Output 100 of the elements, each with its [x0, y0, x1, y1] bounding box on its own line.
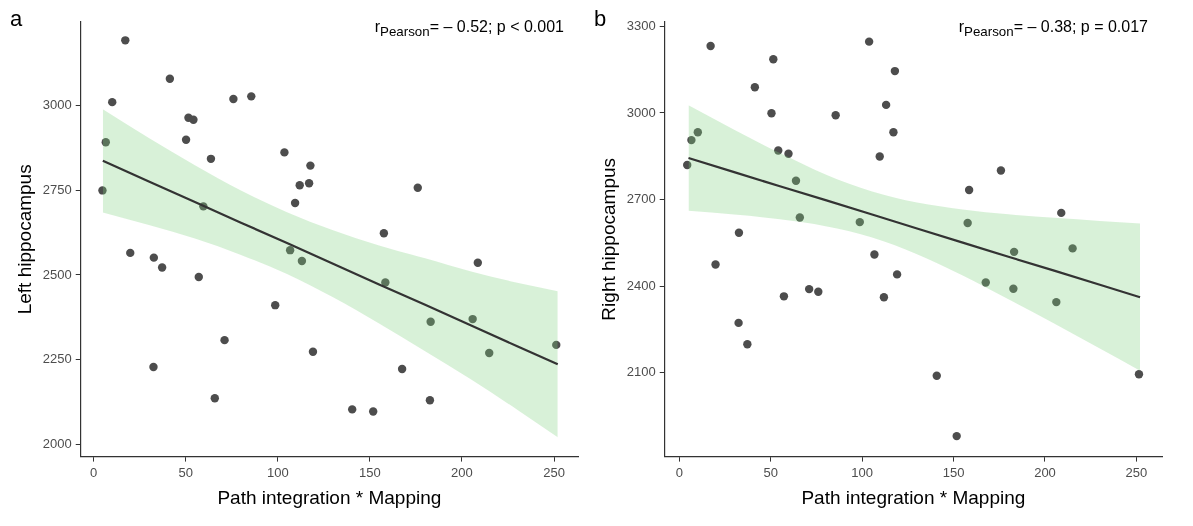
x-axis-title: Path integration * Mapping	[801, 486, 1026, 508]
chart-title: a	[10, 6, 23, 32]
point	[996, 166, 1006, 175]
point	[814, 287, 823, 296]
point	[774, 146, 783, 155]
point	[804, 284, 814, 294]
point	[304, 179, 314, 188]
point	[348, 405, 357, 414]
point	[552, 340, 561, 350]
x-tick-label: 100	[851, 464, 874, 480]
point	[881, 100, 891, 110]
point	[693, 128, 703, 137]
y-axis-title: Right hippocampus	[597, 157, 619, 321]
point	[271, 300, 280, 310]
y-tick-label: 2400	[626, 277, 656, 293]
point	[864, 37, 874, 46]
point	[379, 228, 389, 238]
y-tick-label: 2250	[42, 351, 72, 367]
point	[285, 245, 295, 255]
point	[98, 186, 107, 195]
point	[426, 317, 435, 327]
point	[149, 253, 159, 262]
point	[413, 183, 422, 192]
chart-title: b	[594, 6, 607, 32]
point	[206, 154, 216, 164]
point	[165, 74, 175, 83]
point	[229, 94, 238, 104]
point	[181, 135, 191, 145]
x-tick-label: 200	[1034, 464, 1056, 480]
x-tick-label: 50	[178, 464, 193, 480]
point	[855, 217, 864, 227]
point	[711, 260, 720, 269]
y-tick-label: 2100	[626, 364, 656, 380]
point	[889, 128, 898, 137]
point	[280, 148, 289, 157]
x-tick-label: 250	[1125, 464, 1148, 480]
point	[743, 340, 752, 349]
y-tick-label: 3000	[626, 104, 656, 120]
point	[368, 407, 378, 416]
point	[734, 318, 743, 328]
point	[149, 362, 158, 372]
x-tick-label: 200	[451, 464, 473, 480]
point	[1068, 244, 1077, 253]
point	[687, 135, 696, 145]
point	[194, 272, 203, 282]
point	[963, 218, 972, 228]
point	[306, 161, 315, 170]
x-tick-label: 250	[543, 464, 565, 480]
x-axis-title: Path integration * Mapping	[217, 486, 442, 508]
y-tick-label: 2000	[42, 436, 72, 452]
point	[247, 92, 256, 101]
annotation: r$_{Pearson}$= – 0.38; p = 0.017	[958, 18, 1148, 40]
point	[126, 248, 135, 258]
point	[381, 278, 390, 287]
point	[932, 371, 941, 380]
point	[297, 256, 307, 266]
point	[791, 176, 801, 186]
x-tick-label: 0	[90, 464, 98, 480]
point	[473, 258, 483, 267]
point	[290, 198, 300, 208]
point	[157, 263, 167, 272]
y-tick-label: 3000	[42, 96, 72, 112]
point	[964, 185, 974, 195]
point	[1057, 208, 1066, 218]
point	[831, 111, 840, 120]
point	[189, 115, 198, 124]
point	[767, 109, 776, 118]
x-tick-label: 50	[763, 464, 778, 480]
point	[683, 160, 692, 170]
point	[1009, 247, 1019, 257]
point	[295, 181, 304, 190]
y-tick-label: 2750	[42, 181, 72, 197]
point	[870, 250, 879, 259]
point	[1052, 297, 1061, 307]
x-tick-label: 0	[675, 464, 683, 480]
y-tick-label: 2700	[626, 191, 656, 207]
x-tick-label: 150	[359, 464, 381, 480]
point	[108, 97, 117, 107]
point	[879, 293, 889, 302]
point	[220, 335, 229, 345]
point	[1009, 284, 1018, 294]
point	[485, 348, 494, 358]
point	[875, 152, 884, 161]
y-tick-label: 3300	[626, 17, 656, 33]
point	[425, 396, 435, 405]
point	[750, 83, 760, 92]
point	[779, 292, 789, 301]
point	[397, 364, 407, 374]
point	[101, 137, 110, 147]
point	[706, 41, 715, 51]
annotation: r$_{Pearson}$= – 0.52; p < 0.001	[374, 18, 564, 40]
point	[952, 431, 961, 441]
point	[121, 36, 130, 45]
x-tick-label: 100	[266, 464, 289, 480]
point	[734, 228, 744, 237]
y-axis-title: Left hippocampus	[13, 164, 35, 315]
point	[890, 66, 900, 76]
point	[784, 149, 793, 158]
point	[468, 314, 477, 324]
x-tick-label: 150	[942, 464, 965, 480]
